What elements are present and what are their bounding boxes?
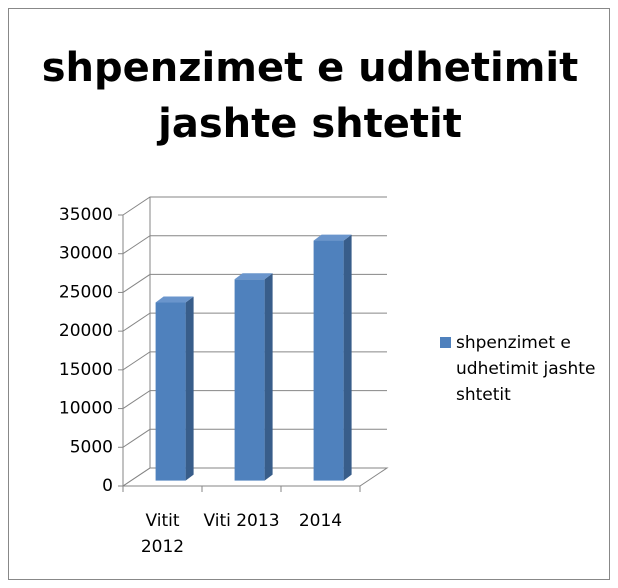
- bar-side: [264, 273, 273, 481]
- y-tick-label: 20000: [59, 321, 113, 341]
- bar: [313, 240, 344, 481]
- bar-side: [185, 296, 194, 481]
- bar: [234, 279, 265, 481]
- y-tick-label: 30000: [59, 244, 113, 264]
- y-tick-label: 35000: [59, 205, 113, 225]
- y-tick-label: 25000: [59, 282, 113, 302]
- bar: [155, 302, 186, 481]
- bar-top: [313, 234, 352, 241]
- legend-label: shpenzimet e udhetimit jashte shtetit: [456, 333, 596, 405]
- grid-line: [122, 390, 387, 409]
- x-tick-label: Viti 2013: [203, 511, 280, 531]
- grid-line: [122, 196, 387, 216]
- grid-line: [122, 235, 387, 255]
- y-tick-label: 5000: [70, 437, 113, 457]
- chart-title: shpenzimet e udhetimit jashte shtetit: [41, 45, 579, 147]
- y-tick-label: 15000: [59, 360, 113, 380]
- y-tick-label: 0: [102, 476, 113, 496]
- grid-line: [122, 273, 387, 293]
- bar-top: [155, 296, 194, 303]
- chart-frame: [8, 8, 610, 580]
- bar-side: [343, 234, 352, 481]
- x-tick-label: Vitit 2012: [140, 511, 185, 557]
- bar-top: [234, 273, 273, 280]
- grid-line: [122, 467, 387, 487]
- grid-line: [122, 351, 387, 371]
- x-tick-label: 2014: [298, 511, 343, 531]
- grid-line: [122, 312, 387, 332]
- legend-swatch: [440, 337, 451, 348]
- grid-line: [122, 428, 387, 448]
- y-tick-label: 10000: [59, 399, 113, 419]
